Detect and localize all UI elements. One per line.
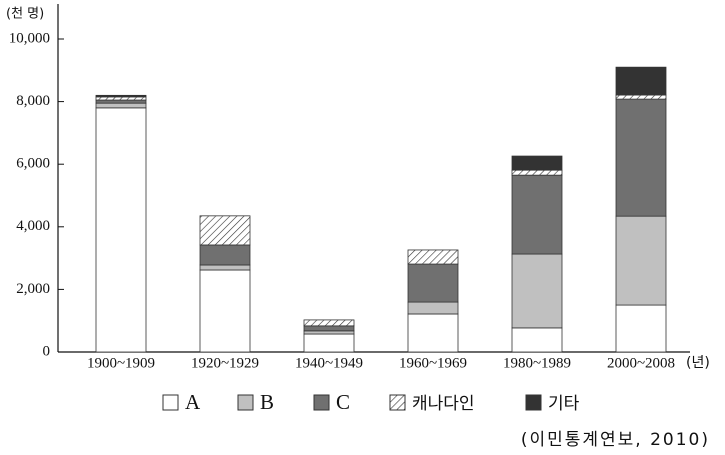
bar-segment: [95, 94, 147, 98]
bar-segment: [95, 107, 147, 353]
bar-segment: [407, 301, 459, 315]
x-axis-label: (년): [686, 355, 710, 371]
bar-segment: [615, 98, 667, 217]
y-tick-label: 0: [43, 343, 51, 359]
legend-label: B: [260, 390, 274, 414]
legend-label: C: [336, 390, 350, 414]
bar-segment: [303, 319, 355, 327]
legend-swatch: [525, 394, 542, 411]
x-tick-label: 1920~1929: [191, 355, 259, 371]
bar-segment: [615, 66, 667, 96]
bar-segment: [303, 330, 355, 335]
legend-label: 캐나다인: [412, 394, 475, 414]
x-tick-label: 2000~2008: [607, 355, 675, 371]
bar-segment: [615, 304, 667, 353]
x-tick-label: 1980~1989: [503, 355, 571, 371]
bar-segment: [95, 99, 147, 104]
legend-label: A: [185, 390, 201, 414]
bar-segment: [303, 333, 355, 353]
x-tick-label: 1940~1949: [295, 355, 363, 371]
bar-segment: [199, 264, 251, 271]
bar-segment: [615, 94, 667, 100]
y-tick-label: 6,000: [16, 156, 50, 172]
x-tick-label: 1960~1969: [399, 355, 467, 371]
legend-label: 기타: [548, 394, 580, 414]
legend-swatch: [162, 394, 179, 411]
bar-segment: [511, 327, 563, 353]
y-tick-label: 10,000: [9, 30, 50, 46]
bar-segment: [511, 155, 563, 171]
y-tick-label: 4,000: [16, 218, 50, 234]
legend-swatch: [313, 394, 330, 411]
bar-segment: [511, 174, 563, 255]
bar-segment: [511, 253, 563, 329]
bar-segment: [511, 169, 563, 176]
bar-segment: [199, 244, 251, 266]
x-tick-label: 1900~1909: [87, 355, 155, 371]
bar-segment: [199, 215, 251, 246]
bar-segment: [407, 263, 459, 303]
bar-segment: [95, 102, 147, 109]
y-tick-label: 8,000: [16, 93, 50, 109]
legend-swatch: [389, 394, 406, 411]
bar-segment: [303, 325, 355, 332]
bar-segment: [615, 215, 667, 306]
bar-segment: [95, 96, 147, 101]
source: (이민통계연보, 2010): [521, 430, 710, 450]
y-axis-label: (천 명): [6, 7, 44, 22]
bar-segment: [199, 269, 251, 353]
y-tick-label: 2,000: [16, 281, 50, 297]
bar-segment: [407, 313, 459, 353]
bar-segment: [407, 249, 459, 265]
legend-swatch: [237, 394, 254, 411]
